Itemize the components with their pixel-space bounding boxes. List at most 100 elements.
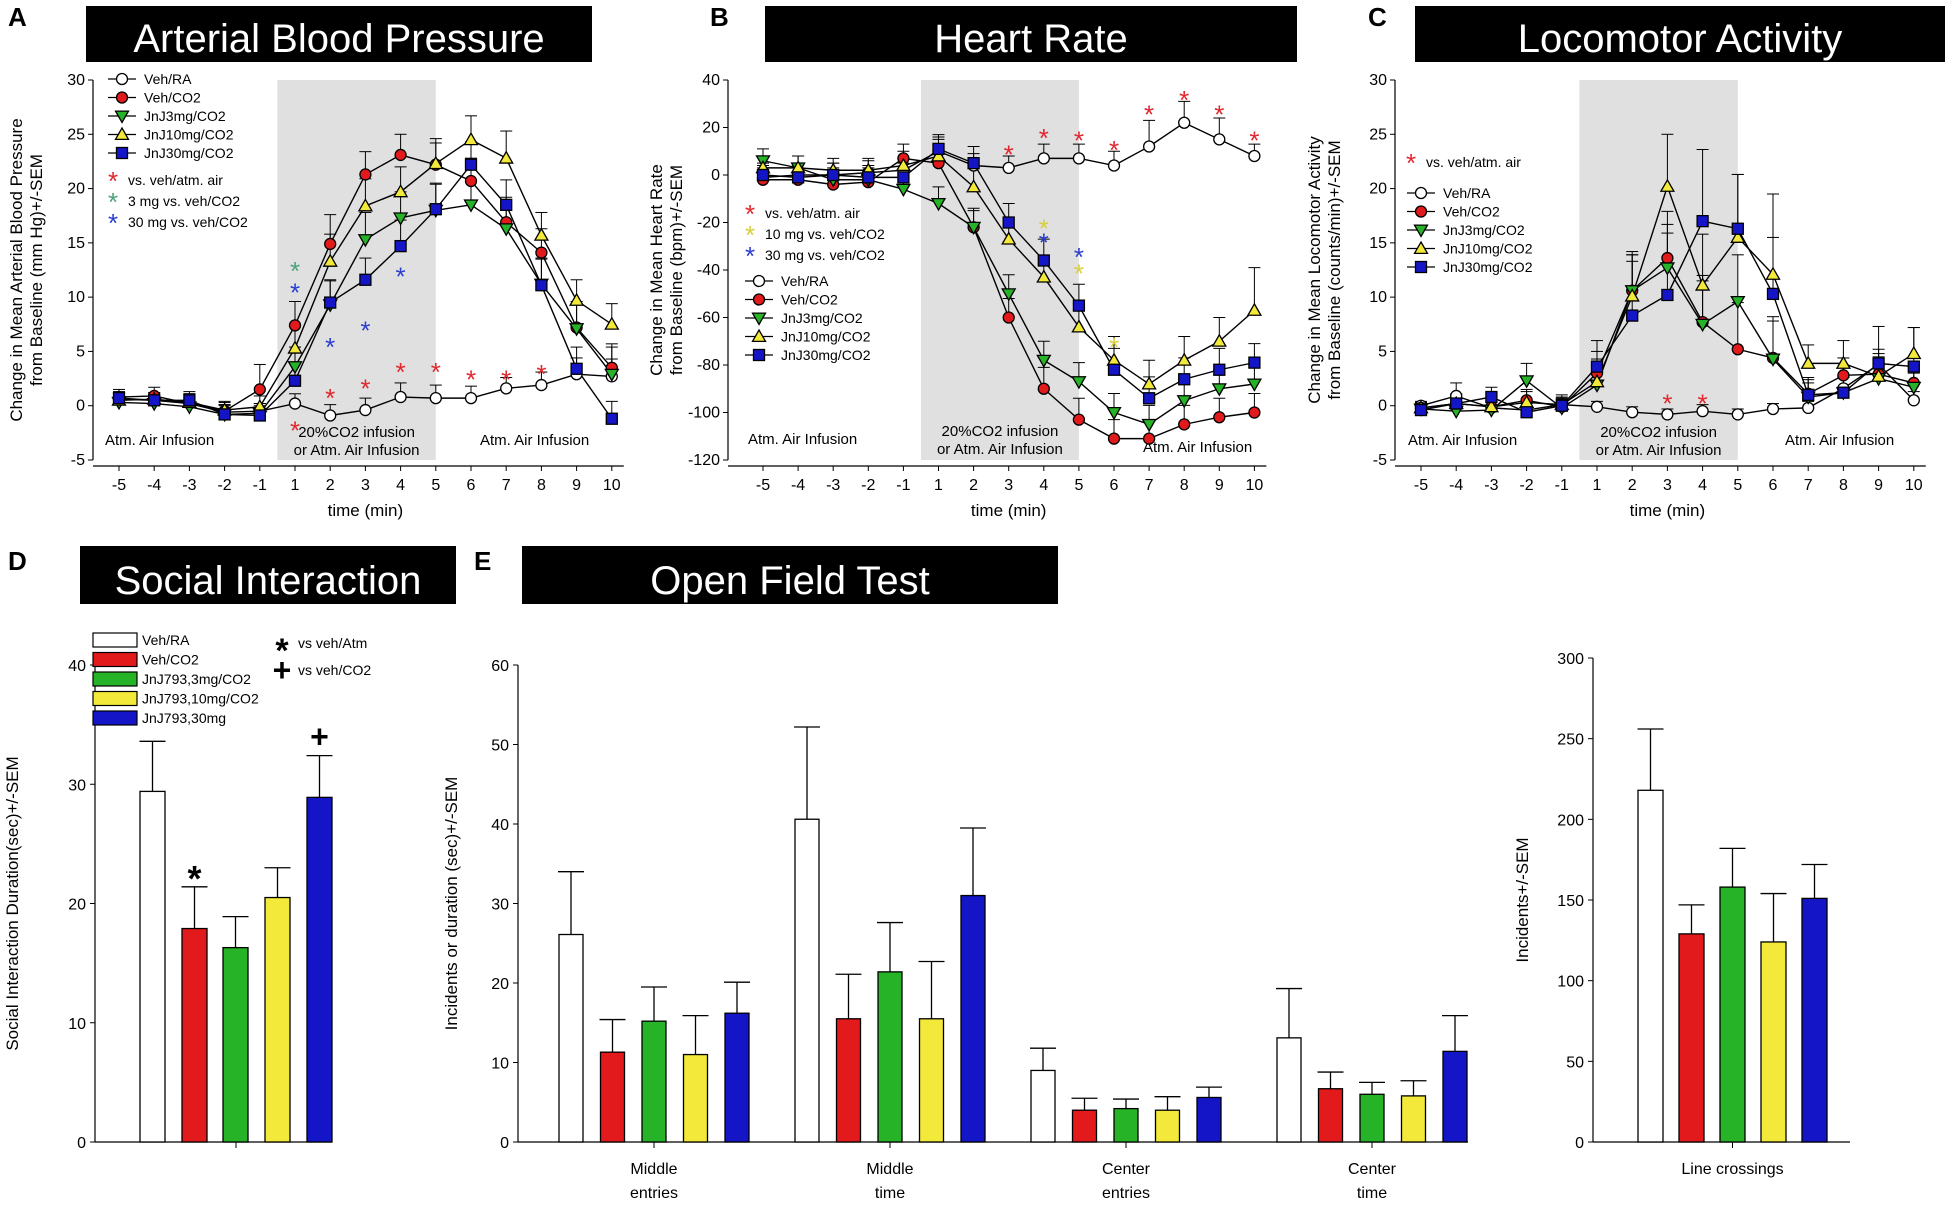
y-axis-label: Incidents+/-SEM [1513,837,1532,962]
data-point [359,403,372,417]
y-tick-label: 5 [76,343,85,360]
legend-swatch [92,671,138,687]
data-point [1178,373,1191,386]
y-tick-label: 300 [1557,651,1584,668]
significance-star: * [360,316,370,346]
data-point [1555,399,1568,412]
bar [1760,941,1787,1143]
bar [1154,1109,1181,1143]
y-axis-label: Social Interaction Duration(sec)+/-SEM [3,756,22,1050]
x-category-label: entries [1102,1185,1150,1202]
y-tick-label: -100 [688,405,720,422]
y-tick-label: 15 [1369,235,1387,252]
title-banner-b [765,6,1297,62]
legend-label: Veh/CO2 [142,652,199,668]
x-tick-label: 5 [431,477,440,494]
data-point [1071,319,1087,333]
data-point [500,382,513,395]
x-tick-label: 5 [1074,477,1083,494]
y-tick-label: 30 [1369,72,1387,89]
x-tick-label: -5 [756,477,770,494]
data-point [394,148,407,162]
annotation-pre: Atm. Air Infusion [1408,432,1517,449]
annotation-post: Atm. Air Infusion [1143,439,1252,456]
x-tick-label: 6 [1110,477,1119,494]
y-tick-label: 10 [1369,289,1387,306]
bar [877,971,903,1143]
significance-star: * [1074,125,1084,155]
bar [222,946,249,1143]
legend-label: Veh/CO2 [1443,204,1500,220]
x-tick-label: 6 [467,477,476,494]
star-legend-label: vs. veh/atm. air [765,205,860,221]
significance-star: * [1214,99,1224,129]
x-tick-label: 7 [1145,477,1154,494]
data-point [1731,222,1744,235]
data-point [287,340,303,354]
x-tick-label: -4 [791,477,805,494]
data-point [756,168,770,182]
data-point [604,368,620,383]
significance-star: * [501,365,511,395]
x-tick-label: 1 [291,477,300,494]
data-point [253,383,266,396]
data-point [1626,406,1639,419]
y-axis-label: Incidents or duration (sec)+/-SEM [442,777,461,1031]
data-point [791,171,805,184]
title-banner-d [80,546,456,604]
y-tick-label: 10 [491,1056,509,1073]
star-legend-label: vs. veh/atm. air [1426,154,1521,170]
y-tick-label: 150 [1557,893,1584,910]
data-point [1870,368,1887,382]
annotation-mid: or Atm. Air Infusion [937,441,1063,458]
bar [1113,1107,1139,1143]
annotation-pre: Atm. Air Infusion [748,431,857,448]
legend-label: JnJ10mg/CO2 [781,329,871,345]
bar [306,796,333,1143]
data-point [148,394,161,407]
legend-label: Veh/RA [781,273,829,289]
panel-label-c: C [1368,2,1387,32]
data-point [1002,161,1015,175]
y-tick-label: 0 [1378,398,1387,415]
data-point [112,391,126,405]
y-tick-label: 20 [491,976,509,993]
data-point [1107,363,1121,376]
data-point [324,237,337,251]
star-legend-label: 10 mg vs. veh/CO2 [765,226,885,242]
data-point [498,223,514,237]
y-tick-label: 15 [67,235,85,252]
star-legend-symbol: * [108,187,118,217]
title-banner-c [1415,6,1945,62]
significance-star: * [360,373,370,403]
legend-marker [115,91,129,104]
x-axis-label: time (min) [1630,501,1706,520]
data-point [498,150,514,164]
data-point [1590,400,1604,413]
significance-mark: + [310,719,329,755]
legend-label: JnJ30mg/CO2 [144,145,234,161]
x-tick-label: -5 [112,477,126,494]
data-point [1694,277,1711,291]
legend-label: Veh/CO2 [144,90,201,106]
significance-star: * [1144,99,1154,129]
data-point [1730,295,1746,310]
x-category-label: Center [1348,1161,1397,1178]
data-point [1248,356,1261,369]
star-legend-symbol: * [1406,148,1416,178]
data-point [1072,152,1086,165]
bar [1719,886,1746,1143]
infusion-band [1579,80,1738,460]
y-axis-label: from Baseline (mm Hg)+/-SEM [27,154,46,386]
legend-marker [115,72,129,86]
significance-star: * [1249,125,1259,155]
data-point [1730,229,1746,243]
star-legend-label: 3 mg vs. veh/CO2 [128,193,240,209]
data-point [1178,116,1191,129]
star-legend-symbol: * [745,241,755,271]
data-point [1141,418,1157,433]
legend-symbol: * [275,632,289,670]
legend-marker [114,126,130,141]
legend-marker [751,328,767,343]
x-tick-label: -1 [253,477,267,494]
